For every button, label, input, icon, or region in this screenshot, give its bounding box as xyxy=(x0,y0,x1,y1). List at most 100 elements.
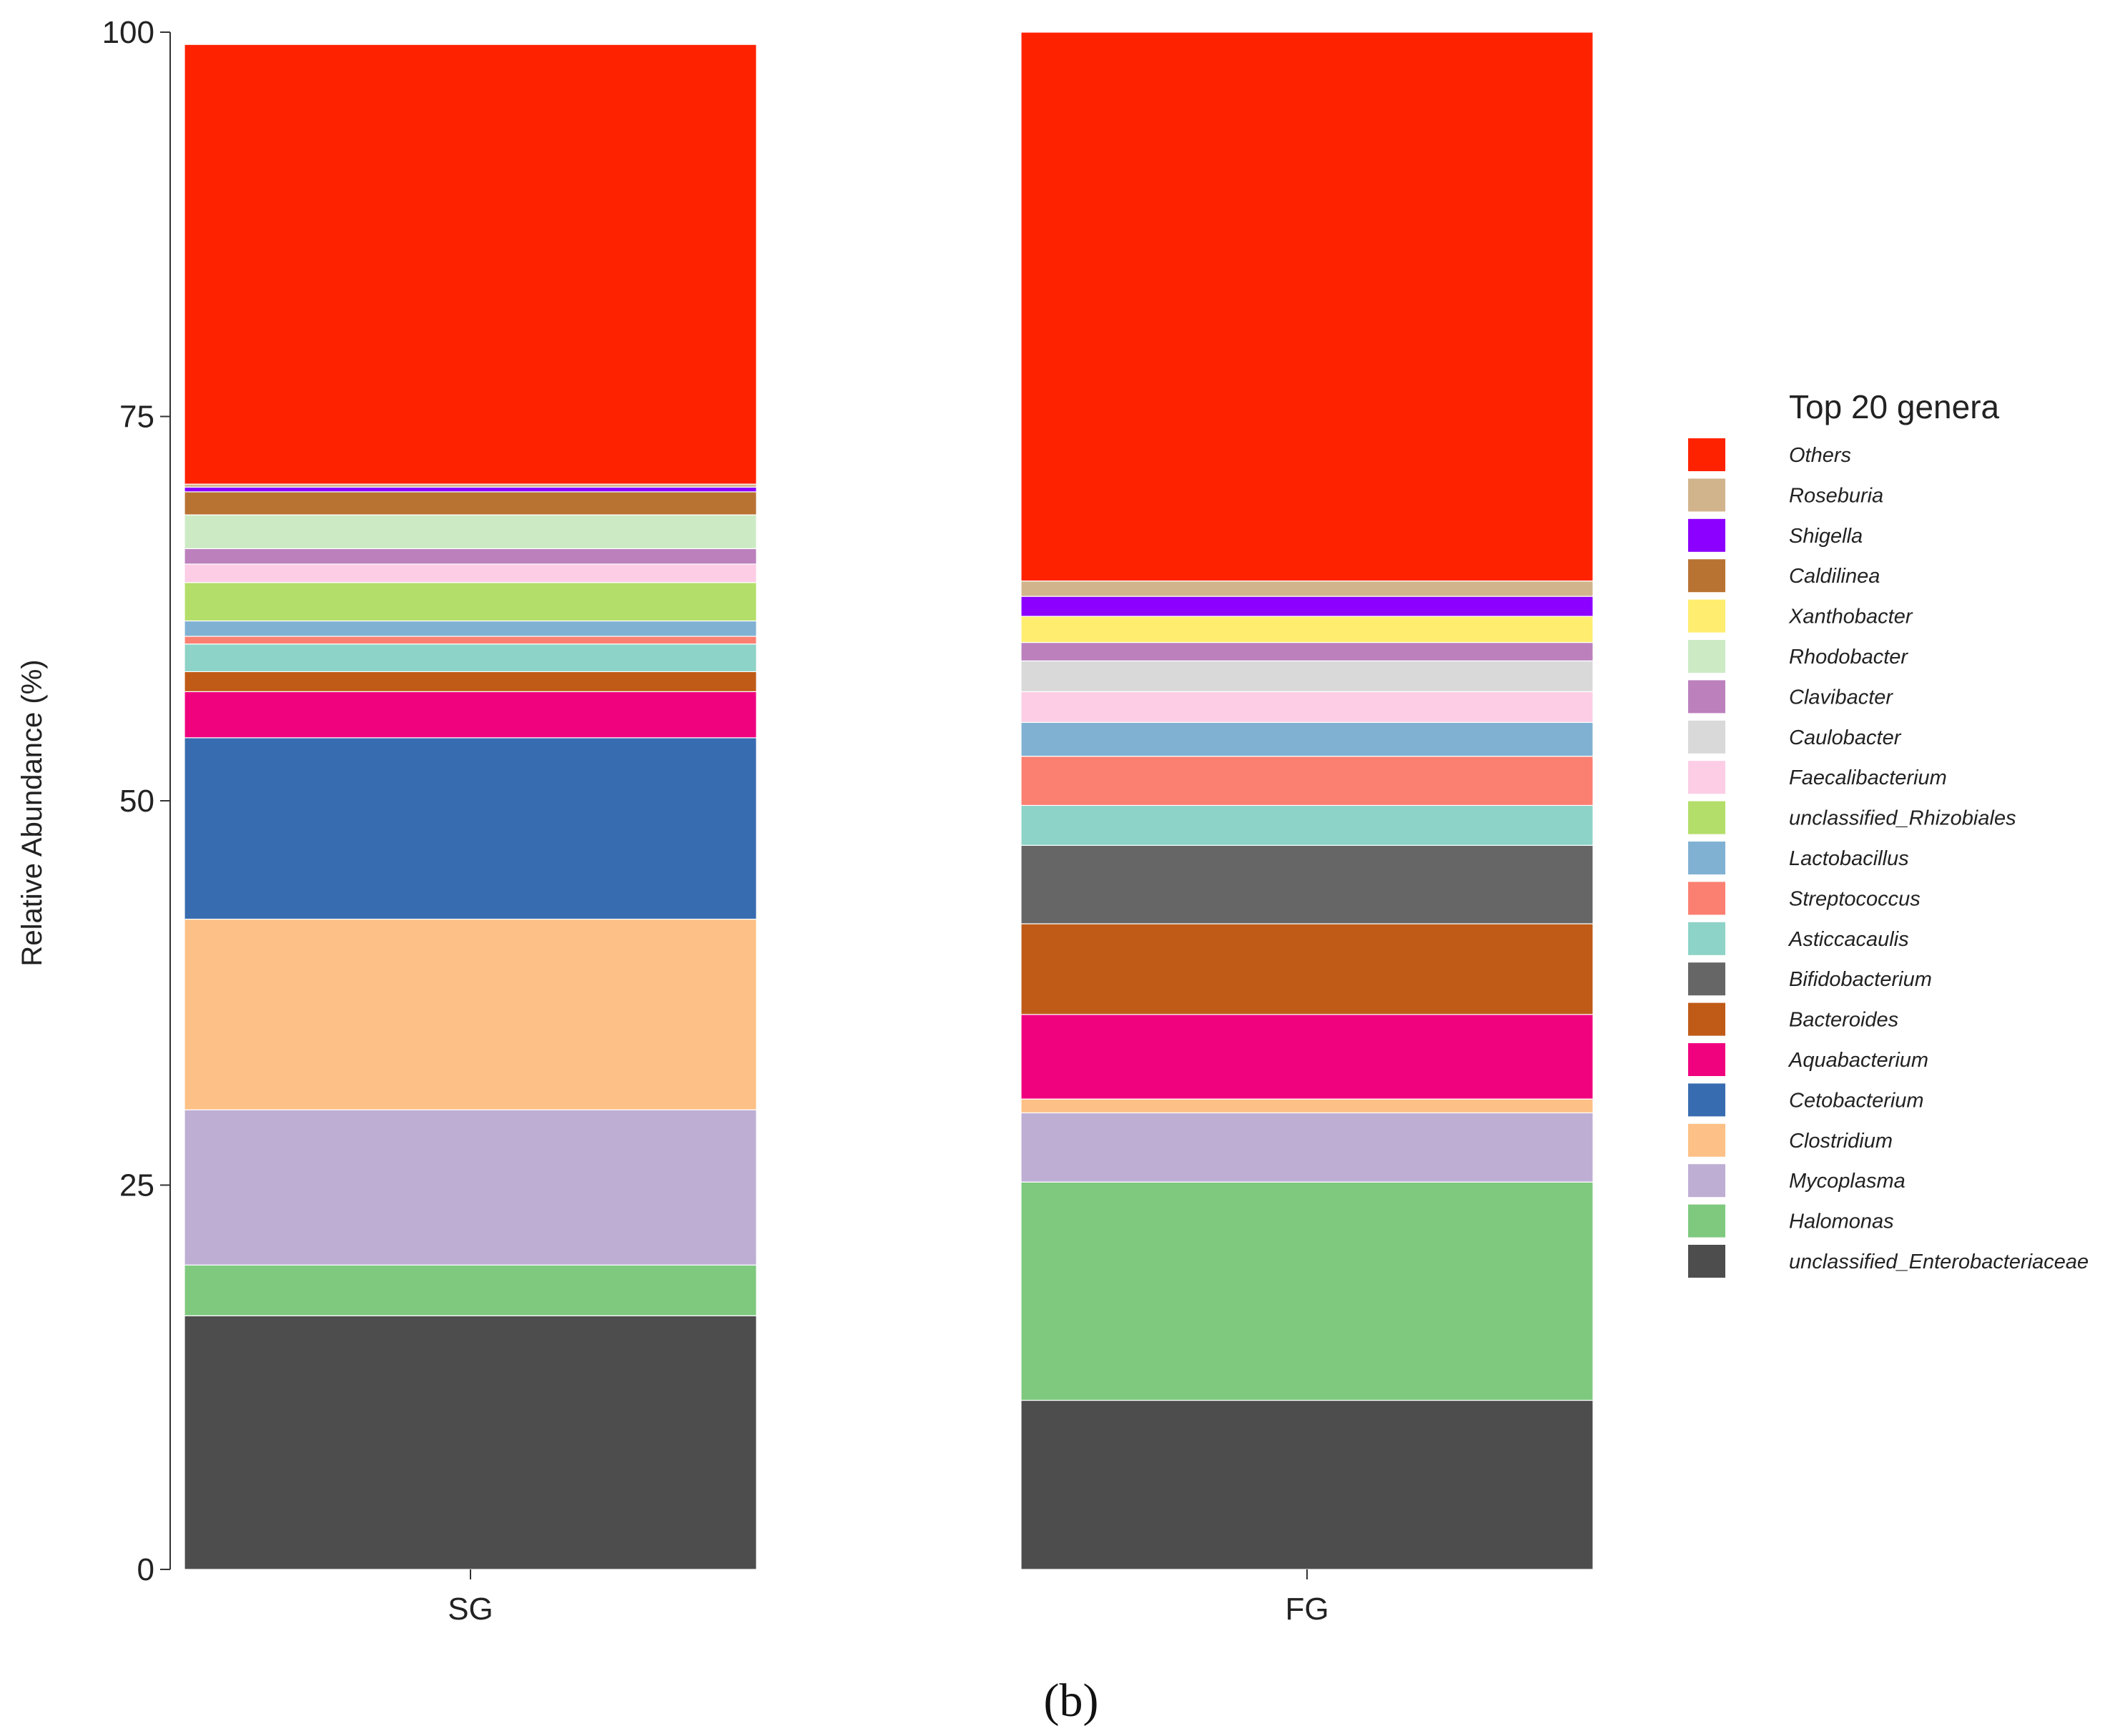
legend-swatch xyxy=(1687,961,1727,997)
y-tick-label: 0 xyxy=(137,1552,154,1587)
legend-item-rhodobacter: Rhodobacter xyxy=(1687,638,1908,674)
bar-segment-sg-caldilinea xyxy=(184,491,757,516)
bar-segment-fg-streptococcus xyxy=(1020,756,1594,807)
legend-label: Streptococcus xyxy=(1789,887,1921,910)
bar-segment-sg-roseburia xyxy=(184,483,757,488)
bar-segment-fg-shigella xyxy=(1020,596,1594,617)
legend-item-asticcacaulis: Asticcacaulis xyxy=(1687,920,1909,957)
bar-segment-fg-asticcacaulis xyxy=(1020,804,1594,846)
bars-layer xyxy=(184,31,1594,1570)
legend-item-cetobacterium: Cetobacterium xyxy=(1687,1082,1924,1118)
legend-label: Bacteroides xyxy=(1789,1009,1898,1032)
legend-label: Lactobacillus xyxy=(1789,847,1909,870)
legend-label: unclassified_Enterobacteriaceae xyxy=(1789,1251,2089,1273)
legend-swatch xyxy=(1687,1042,1727,1077)
legend-label: unclassified_Rhizobiales xyxy=(1789,807,2016,830)
legend-title: Top 20 genera xyxy=(1789,388,2000,425)
legend-item-aquabacterium: Aquabacterium xyxy=(1687,1042,1928,1077)
legend-item-xanthobacter: Xanthobacter xyxy=(1687,598,1913,634)
bar-segment-sg-faecalibacterium xyxy=(184,563,757,583)
bar-segment-sg-unclassified-enterobacteriaceae xyxy=(184,1315,757,1570)
legend-swatch xyxy=(1687,1122,1727,1158)
legend-label: Cetobacterium xyxy=(1789,1089,1924,1112)
legend-item-bifidobacterium: Bifidobacterium xyxy=(1687,961,1932,997)
legend-swatch xyxy=(1687,1001,1727,1037)
bar-segment-sg-lactobacillus xyxy=(184,620,757,637)
legend-label: Others xyxy=(1789,444,1851,467)
legend-swatch xyxy=(1687,1163,1727,1199)
bar-segment-fg-faecalibacterium xyxy=(1020,691,1594,723)
x-tick-label-fg: FG xyxy=(1285,1592,1328,1627)
legend-label: Asticcacaulis xyxy=(1788,928,1909,951)
legend-label: Aquabacterium xyxy=(1788,1049,1928,1072)
legend-swatch xyxy=(1687,437,1727,473)
bar-segment-fg-clavibacter xyxy=(1020,641,1594,661)
legend-swatch xyxy=(1687,477,1727,513)
legend-label: Rhodobacter xyxy=(1789,646,1908,669)
bar-segment-sg-mycoplasma xyxy=(184,1109,757,1266)
x-tick-label-sg: SG xyxy=(448,1592,493,1627)
legend-item-bacteroides: Bacteroides xyxy=(1687,1001,1898,1037)
bar-segment-fg-aquabacterium xyxy=(1020,1014,1594,1100)
legend-item-caulobacter: Caulobacter xyxy=(1687,719,1902,755)
legend-label: Caldilinea xyxy=(1789,565,1880,588)
legend-swatch xyxy=(1687,558,1727,594)
legend-swatch xyxy=(1687,679,1727,715)
bar-segment-fg-mycoplasma xyxy=(1020,1112,1594,1183)
legend-item-mycoplasma: Mycoplasma xyxy=(1687,1163,1905,1199)
legend-label: Clostridium xyxy=(1789,1130,1893,1153)
legend-swatch xyxy=(1687,759,1727,796)
legend-item-unclassified-enterobacteriaceae: unclassified_Enterobacteriaceae xyxy=(1687,1243,2089,1279)
legend-label: Caulobacter xyxy=(1789,726,1902,749)
y-tick-label: 25 xyxy=(119,1168,154,1203)
bar-segment-fg-bacteroides xyxy=(1020,923,1594,1015)
legend-swatch xyxy=(1687,719,1727,755)
legend-swatch xyxy=(1687,920,1727,957)
bar-segment-fg-bifidobacterium xyxy=(1020,844,1594,924)
legend-item-caldilinea: Caldilinea xyxy=(1687,558,1880,594)
legend-item-clostridium: Clostridium xyxy=(1687,1122,1893,1158)
legend-item-faecalibacterium: Faecalibacterium xyxy=(1687,759,1947,796)
bar-segment-fg-roseburia xyxy=(1020,580,1594,597)
y-tick-label: 100 xyxy=(102,15,154,50)
legend-swatch xyxy=(1687,1082,1727,1118)
bar-segment-sg-asticcacaulis xyxy=(184,643,757,673)
bar-segment-sg-aquabacterium xyxy=(184,691,757,739)
bar-segment-sg-rhodobacter xyxy=(184,514,757,549)
legend-label: Bifidobacterium xyxy=(1789,968,1932,991)
legend-label: Faecalibacterium xyxy=(1789,766,1947,789)
legend-swatch xyxy=(1687,598,1727,634)
legend-swatch xyxy=(1687,638,1727,674)
legend: Top 20 genera Others Roseburia Shigella Cal… xyxy=(1687,388,2089,1279)
bar-segment-sg-clostridium xyxy=(184,918,757,1110)
legend-item-others: Others xyxy=(1687,437,1851,473)
legend-swatch xyxy=(1687,799,1727,836)
x-axis-labels: SG FG xyxy=(448,1569,1329,1627)
bar-stack-fg xyxy=(1020,31,1594,1570)
bar-segment-sg-shigella xyxy=(184,486,757,493)
bar-segment-fg-caulobacter xyxy=(1020,660,1594,692)
y-axis-title: Relative Abundance (%) xyxy=(16,659,48,966)
legend-label: Roseburia xyxy=(1789,484,1883,507)
y-tick-label: 75 xyxy=(119,400,154,435)
legend-swatch xyxy=(1687,880,1727,917)
legend-item-shigella: Shigella xyxy=(1687,517,1863,553)
figure-caption: (b) xyxy=(1044,1675,1099,1727)
bar-segment-sg-streptococcus xyxy=(184,636,757,645)
bar-segment-sg-cetobacterium xyxy=(184,737,757,920)
bar-stack-sg xyxy=(184,44,757,1570)
bar-segment-fg-unclassified-enterobacteriaceae xyxy=(1020,1399,1594,1570)
bar-segment-fg-lactobacillus xyxy=(1020,721,1594,757)
legend-item-lactobacillus: Lactobacillus xyxy=(1687,840,1909,876)
legend-swatch xyxy=(1687,840,1727,876)
legend-item-roseburia: Roseburia xyxy=(1687,477,1883,513)
legend-label: Xanthobacter xyxy=(1788,606,1913,628)
legend-swatch xyxy=(1687,1243,1727,1279)
bar-segment-sg-clavibacter xyxy=(184,548,757,565)
legend-item-halomonas: Halomonas xyxy=(1687,1203,1894,1239)
bar-segment-fg-others xyxy=(1020,31,1594,582)
legend-item-clavibacter: Clavibacter xyxy=(1687,679,1893,715)
legend-item-streptococcus: Streptococcus xyxy=(1687,880,1921,917)
bar-segment-fg-clostridium xyxy=(1020,1098,1594,1114)
